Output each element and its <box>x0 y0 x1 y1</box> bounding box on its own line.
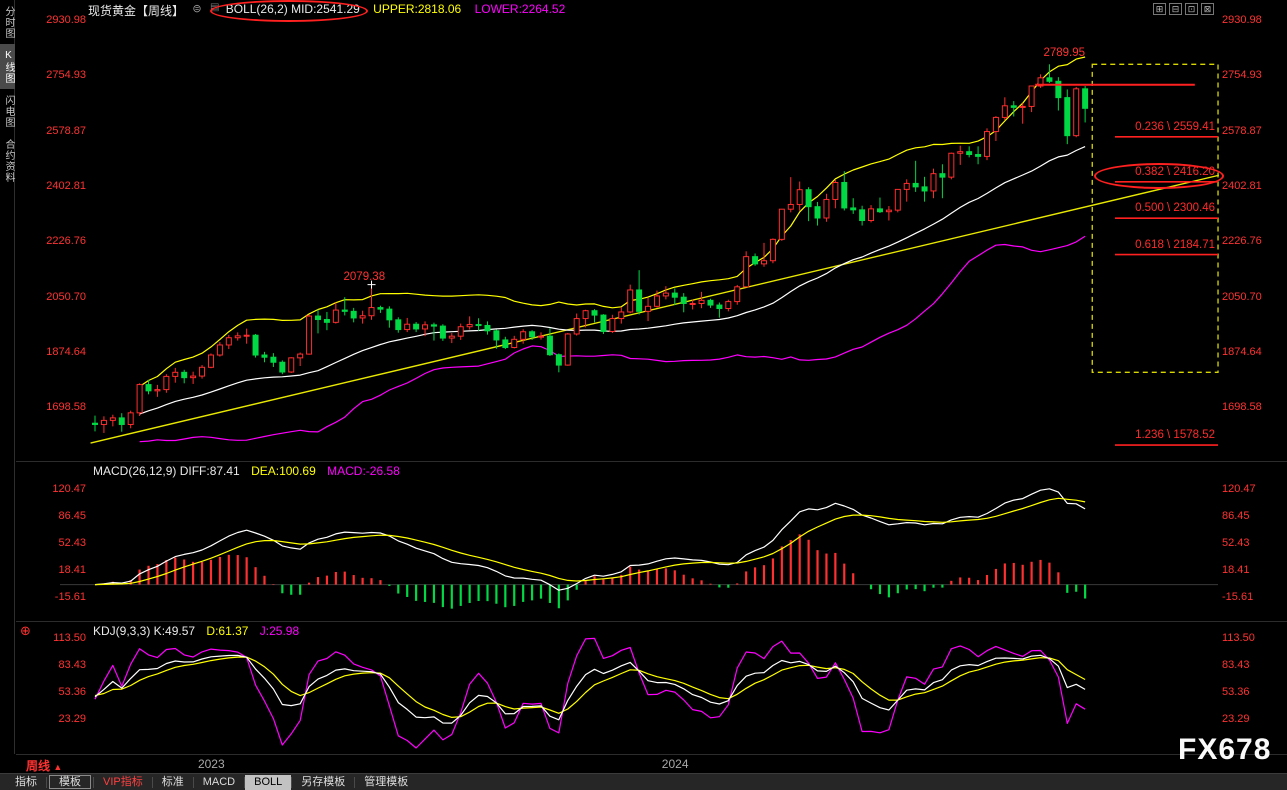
macd-axis-tick-left: 120.47 <box>52 483 86 495</box>
divider <box>93 776 94 788</box>
kdj-axis-tick-left: 113.50 <box>53 632 86 644</box>
main-axis-tick-left: 1698.58 <box>46 401 86 414</box>
tab-save-template[interactable]: 另存模板 <box>301 775 346 788</box>
sidebar-item-time-chart[interactable]: 分时图 <box>3 6 14 39</box>
macd-bar-label: MACD:-26.58 <box>327 464 400 478</box>
symbol-name: 现货黄金 <box>88 4 137 18</box>
layout-grid-icon[interactable]: ⊞ <box>1153 3 1166 15</box>
boll-upper-label: UPPER:2818.06 <box>373 2 462 16</box>
divider <box>151 776 153 788</box>
divider <box>354 776 356 788</box>
tab-standard[interactable]: 标准 <box>161 775 184 788</box>
kdj-d-label: D:61.37 <box>206 624 249 638</box>
main-axis-tick-left: 2050.70 <box>46 290 86 303</box>
divider <box>46 776 47 788</box>
macd-axis-tick-right: 18.41 <box>1222 564 1250 576</box>
divider <box>244 776 246 788</box>
macd-main-label: MACD(26,12,9) DIFF:87.41 <box>93 464 240 478</box>
main-axis-tick-right: 2050.70 <box>1222 290 1262 303</box>
chart-type-sidebar: 分时图 K线图 闪电图 合约资料 <box>0 0 15 754</box>
highlight-ellipse-boll <box>210 0 368 22</box>
price-annotation: 2079.38 <box>343 270 386 283</box>
kdj-axis-tick-left: 23.29 <box>58 713 86 725</box>
x-axis-year-label: 2024 <box>661 757 689 771</box>
template-toolbar: 指标 模板 VIP指标 标准 MACD BOLL 另存模板 管理模板 <box>0 773 1287 790</box>
kdj-axis-tick-left: 53.36 <box>58 686 86 698</box>
fib-level-label: 0.618 \ 2184.71 <box>1135 238 1215 251</box>
fib-level-label: 0.236 \ 2559.41 <box>1135 120 1215 133</box>
sidebar-item-kline-chart[interactable]: K线图 <box>0 44 15 89</box>
layout-close-icon[interactable]: ⊠ <box>1201 3 1214 15</box>
kdj-axis-tick-right: 113.50 <box>1222 632 1255 644</box>
tab-manage-template[interactable]: 管理模板 <box>364 775 409 788</box>
up-arrow-icon: ▲ <box>53 762 63 772</box>
settings-icon[interactable]: ⊜ <box>192 3 202 15</box>
fib-level-label: 0.500 \ 2300.46 <box>1135 202 1215 215</box>
main-axis-tick-right: 2930.98 <box>1222 14 1262 26</box>
kdj-axis-tick-right: 23.29 <box>1222 713 1250 725</box>
macd-axis-tick-right: 120.47 <box>1222 483 1256 495</box>
sidebar-item-contract-info[interactable]: 合约资料 <box>3 139 14 183</box>
layout-single-icon[interactable]: ⊡ <box>1185 3 1198 15</box>
macd-axis-tick-left: 18.41 <box>58 564 86 576</box>
main-axis-tick-right: 1874.64 <box>1222 345 1262 358</box>
kdj-j-label: J:25.98 <box>259 624 300 638</box>
period-label: 周线 <box>26 759 51 773</box>
main-axis-tick-right: 1698.58 <box>1222 401 1262 414</box>
macd-axis-tick-right: 52.43 <box>1222 537 1250 549</box>
macd-axis-tick-right: 86.45 <box>1222 510 1250 522</box>
period-tag: 【周线】 <box>136 4 185 18</box>
main-axis-tick-left: 2930.98 <box>46 14 86 26</box>
macd-header: MACD(26,12,9) DIFF:87.41 DEA:100.69 MACD… <box>93 464 408 478</box>
main-axis-tick-right: 2226.76 <box>1222 235 1262 248</box>
kdj-axis-tick-right: 83.43 <box>1222 659 1250 671</box>
main-axis-tick-left: 1874.64 <box>46 345 86 358</box>
main-axis-tick-left: 2754.93 <box>46 69 86 82</box>
main-axis-tick-left: 2578.87 <box>46 124 86 137</box>
macd-axis-tick-left: 52.43 <box>58 537 86 549</box>
macd-axis-tick-left: 86.45 <box>58 510 86 522</box>
kdj-k-label: KDJ(9,3,3) K:49.57 <box>93 624 196 638</box>
main-axis-tick-right: 2578.87 <box>1222 124 1262 137</box>
price-annotation: 2789.95 <box>1043 47 1086 60</box>
period-selector[interactable]: 周线 ▲ <box>26 757 62 774</box>
macd-axis-tick-left: -15.61 <box>54 591 86 603</box>
highlight-ellipse-fib <box>1094 162 1224 189</box>
x-axis-year-label: 2023 <box>197 757 225 771</box>
watermark: FX678 <box>1178 733 1272 766</box>
window-layout-icons: ⊞ ⊟ ⊡ ⊠ <box>1153 3 1214 15</box>
tab-vip-indicators[interactable]: VIP指标 <box>103 775 143 788</box>
tab-templates[interactable]: 模板 <box>49 775 91 789</box>
macd-dea-label: DEA:100.69 <box>251 464 316 478</box>
tab-indicators[interactable]: 指标 <box>15 775 37 788</box>
tab-boll[interactable]: BOLL <box>245 774 292 790</box>
main-axis-tick-right: 2402.81 <box>1222 179 1262 192</box>
main-axis-tick-right: 2754.93 <box>1222 69 1262 82</box>
macd-axis-tick-right: -15.61 <box>1222 591 1254 603</box>
crosshair-icon[interactable]: ⊕ <box>20 623 31 638</box>
tab-macd[interactable]: MACD <box>202 775 236 788</box>
main-axis-tick-left: 2226.76 <box>46 235 86 248</box>
divider <box>192 776 194 788</box>
boll-lower-label: LOWER:2264.52 <box>474 2 566 16</box>
divider <box>291 776 293 788</box>
main-axis-tick-left: 2402.81 <box>46 179 86 192</box>
fib-level-label: 1.236 \ 1578.52 <box>1135 429 1215 442</box>
kdj-axis-tick-left: 83.43 <box>58 659 86 671</box>
kdj-header: KDJ(9,3,3) K:49.57 D:61.37 J:25.98 <box>93 624 307 638</box>
kdj-axis-tick-right: 53.36 <box>1222 686 1250 698</box>
layout-split-icon[interactable]: ⊟ <box>1169 3 1182 15</box>
sidebar-item-lightning-chart[interactable]: 闪电图 <box>3 95 14 128</box>
